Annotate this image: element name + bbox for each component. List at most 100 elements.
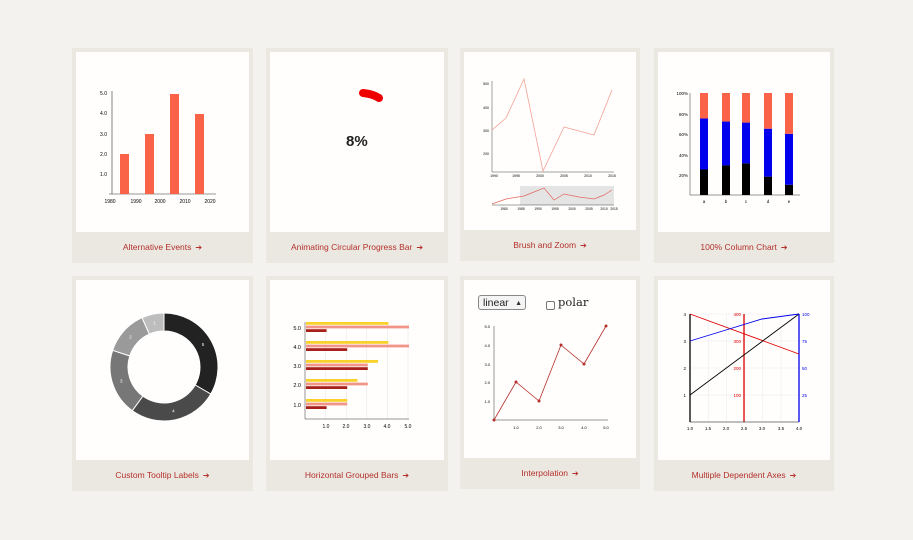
card-multiple-axes[interactable]: 1 2 3 4 100 200 300 400 25 50 75 100 1.0… [654, 276, 834, 491]
stacked-bar-segment [742, 93, 750, 123]
x-tick: 1995 [512, 174, 520, 178]
y-tick: 2.0 [484, 380, 490, 385]
slice-label: 4 [172, 409, 175, 414]
card-footer[interactable]: Multiple Dependent Axes ➔ [654, 460, 834, 491]
multi-axis-chart: 1 2 3 4 100 200 300 400 25 50 75 100 1.0… [683, 312, 810, 431]
select-value: linear [483, 297, 509, 309]
red-series-line [689, 313, 800, 355]
h-bar [306, 341, 389, 344]
x-tick: c [745, 199, 748, 204]
card-link-label[interactable]: Brush and Zoom [513, 240, 577, 250]
h-bar [306, 399, 348, 402]
stacked-bar-segment [722, 121, 730, 166]
donut-slice [109, 349, 144, 412]
x-tick: 5.0 [405, 424, 412, 430]
updown-chevron-icon: ▲ [515, 300, 522, 307]
stacked-bar-segment [742, 122, 750, 164]
card-footer[interactable]: 100% Column Chart ➔ [654, 232, 834, 263]
x-tick: a [703, 199, 706, 204]
bar [195, 114, 204, 194]
card-footer[interactable]: Brush and Zoom ➔ [460, 230, 640, 261]
card-footer[interactable]: Interpolation ➔ [460, 458, 640, 489]
point [582, 362, 586, 366]
slice-label: 2 [129, 334, 132, 339]
arrow-right-icon: ➔ [195, 243, 203, 252]
x-tick: 5.0 [603, 425, 609, 430]
x-tick: e [788, 199, 791, 204]
slice-label: 3 [120, 378, 123, 383]
h-bar [306, 382, 368, 386]
red-y-tick: 100 [733, 393, 741, 398]
y-tick: 1 [683, 393, 686, 398]
x-tick: b [725, 199, 728, 204]
stacked-bar-segment [764, 176, 772, 195]
card-link-label[interactable]: Custom Tooltip Labels [115, 470, 199, 480]
x-tick: 2.0 [723, 426, 730, 431]
y-tick: 4.0 [293, 345, 301, 351]
card-link-label[interactable]: Multiple Dependent Axes [691, 470, 786, 480]
brush-selection[interactable] [520, 186, 614, 205]
card-horizontal-grouped-bars[interactable]: 1.0 2.0 3.0 4.0 5.0 1.0 2.0 3.0 4.0 5.0 … [266, 276, 448, 491]
card-footer[interactable]: Animating Circular Progress Bar ➔ [266, 232, 448, 263]
point [492, 418, 496, 422]
polar-checkbox[interactable] [546, 301, 555, 310]
slice-label: 1 [153, 320, 156, 325]
x-tick: 1995 [551, 207, 559, 211]
x-tick: 2015 [608, 174, 616, 178]
blue-y-tick: 50 [802, 366, 808, 371]
y-tick: 2.0 [293, 383, 301, 389]
overview-series-line [491, 187, 613, 205]
stacked-bar-segment [764, 93, 772, 129]
stacked-bar-segment [785, 184, 793, 195]
interpolation-chart: 1.0 2.0 3.0 4.0 5.0 1.0 2.0 3.0 4.0 5.0 [484, 324, 609, 430]
card-footer[interactable]: Alternative Events ➔ [72, 232, 253, 263]
h-bar [306, 386, 348, 389]
y-tick: 3.0 [100, 132, 107, 138]
donut-slice [163, 312, 219, 395]
x-tick: 2000 [154, 199, 165, 205]
stacked-column-chart: 20% 40% 60% 80% 100% a b c d e [676, 91, 800, 204]
card-link-label[interactable]: Interpolation [521, 468, 569, 478]
x-tick: 4.0 [384, 424, 391, 430]
y-tick: 5.0 [484, 324, 490, 329]
card-preview: 8% [270, 52, 444, 232]
stacked-bar-segment [764, 128, 772, 177]
h-bar [306, 322, 389, 325]
y-tick: 100% [676, 91, 688, 96]
card-link-label[interactable]: Horizontal Grouped Bars [304, 470, 399, 480]
polar-label: polar [558, 295, 589, 309]
card-alternative-events[interactable]: 1.0 2.0 3.0 4.0 5.0 1980 1990 2000 2010 … [72, 48, 253, 263]
x-tick: 2010 [179, 199, 190, 205]
card-link-label[interactable]: Animating Circular Progress Bar [290, 242, 413, 252]
y-tick: 400 [483, 106, 489, 110]
card-custom-tooltip[interactable]: 5 4 3 2 1 Custom Tooltip Labels ➔ [72, 276, 253, 491]
x-tick: 4.0 [796, 426, 803, 431]
card-interpolation[interactable]: linear ▲ polar 1.0 2.0 3.0 4.0 5.0 1.0 2.… [460, 276, 640, 489]
stacked-bar-segment [722, 165, 730, 195]
y-tick: 4.0 [484, 343, 490, 348]
card-link-label[interactable]: 100% Column Chart [700, 242, 777, 252]
y-tick: 4 [683, 312, 686, 317]
x-tick: 2000 [568, 207, 576, 211]
card-footer[interactable]: Horizontal Grouped Bars ➔ [266, 460, 448, 491]
card-circular-progress[interactable]: 8% Animating Circular Progress Bar ➔ [266, 48, 448, 263]
card-brush-zoom[interactable]: 200 300 400 500 1990 1995 2000 2005 2010… [460, 48, 640, 261]
x-tick: 1.5 [705, 426, 712, 431]
x-tick: 2010 [584, 174, 592, 178]
x-tick: 2.5 [741, 426, 748, 431]
y-tick: 5.0 [100, 91, 107, 97]
h-bar [306, 329, 327, 332]
progress-arc [359, 89, 383, 102]
progress-percentage: 8% [346, 133, 368, 150]
x-tick: 1.0 [323, 424, 330, 430]
h-bar [306, 348, 348, 351]
x-tick: 2005 [585, 207, 593, 211]
point [514, 380, 518, 384]
card-footer[interactable]: Custom Tooltip Labels ➔ [72, 460, 253, 491]
card-link-label[interactable]: Alternative Events [122, 242, 192, 252]
card-100-column[interactable]: 20% 40% 60% 80% 100% a b c d e 100% Colu… [654, 48, 834, 263]
h-bar [306, 325, 409, 329]
h-bar [306, 363, 368, 367]
x-tick: 1990 [490, 174, 498, 178]
bar [170, 94, 179, 194]
